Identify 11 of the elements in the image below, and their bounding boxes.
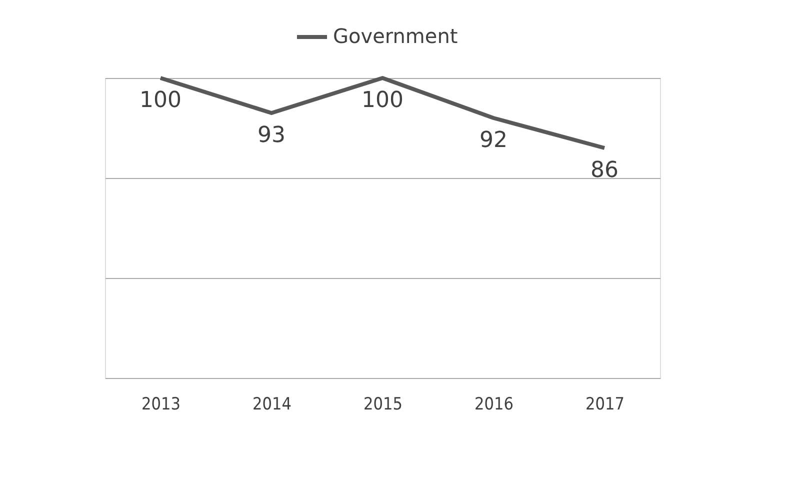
x-tick-label: 2017 — [586, 394, 624, 414]
x-tick-label: 2014 — [252, 394, 292, 414]
x-tick-label: 2016 — [474, 394, 514, 414]
data-label: 100 — [140, 88, 182, 113]
data-label: 86 — [590, 158, 618, 183]
data-label: 92 — [480, 128, 508, 153]
data-label: 93 — [258, 123, 286, 148]
x-tick-label: 2013 — [142, 394, 180, 414]
legend-label: Government — [333, 24, 458, 48]
data-label: 100 — [362, 88, 404, 113]
x-tick-label: 2015 — [364, 394, 402, 414]
